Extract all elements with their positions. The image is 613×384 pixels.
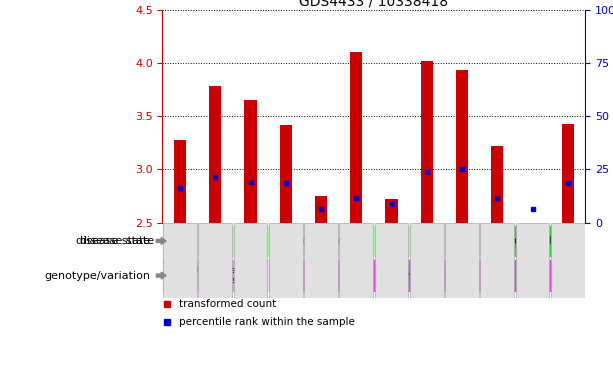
Bar bbox=[386, 199, 398, 223]
Bar bbox=[421, 61, 433, 223]
Bar bbox=[350, 52, 362, 223]
Title: GDS4433 / 10338418: GDS4433 / 10338418 bbox=[299, 0, 449, 8]
Bar bbox=[516, 223, 549, 298]
Bar bbox=[562, 124, 574, 223]
Bar bbox=[269, 223, 303, 298]
Bar bbox=[481, 223, 514, 298]
Text: TLR-deficient
Myd88-/-;TrifLps2/Lps2: TLR-deficient Myd88-/-;TrifLps2/Lps2 bbox=[165, 266, 266, 285]
Bar bbox=[245, 100, 257, 223]
Bar bbox=[268, 259, 585, 292]
Text: disease state: disease state bbox=[76, 236, 150, 246]
Bar bbox=[479, 225, 585, 257]
Bar bbox=[375, 223, 408, 298]
Bar bbox=[410, 223, 444, 298]
Bar bbox=[551, 223, 585, 298]
Text: genotype/variation: genotype/variation bbox=[44, 270, 150, 281]
Bar bbox=[162, 259, 268, 292]
Bar bbox=[304, 223, 338, 298]
Bar bbox=[199, 223, 232, 298]
Bar bbox=[174, 140, 186, 223]
Bar bbox=[234, 223, 267, 298]
Text: wild type: wild type bbox=[402, 270, 452, 281]
Bar bbox=[340, 223, 373, 298]
Bar bbox=[445, 223, 479, 298]
Text: transformed count: transformed count bbox=[180, 299, 276, 310]
Bar bbox=[456, 70, 468, 223]
Text: disease state: disease state bbox=[80, 236, 154, 246]
Bar bbox=[209, 86, 221, 223]
Bar bbox=[162, 225, 479, 257]
Text: percentile rank within the sample: percentile rank within the sample bbox=[180, 316, 356, 327]
Bar bbox=[315, 196, 327, 223]
Text: control: control bbox=[513, 236, 552, 246]
Bar bbox=[163, 223, 197, 298]
Bar bbox=[491, 146, 503, 223]
Bar bbox=[280, 125, 292, 223]
Text: septic peritonitis: septic peritonitis bbox=[275, 236, 368, 246]
